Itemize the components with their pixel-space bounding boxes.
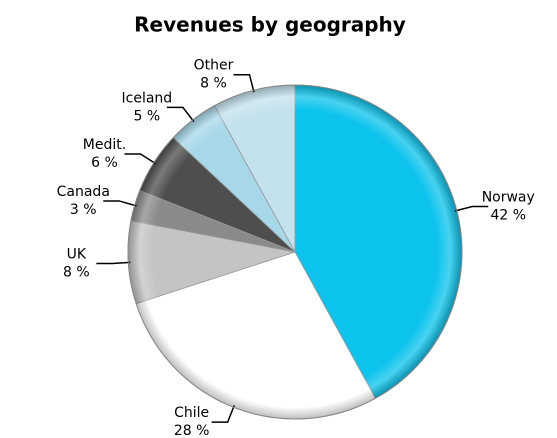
value-label: 8 % (63, 264, 90, 280)
value-label: 3 % (70, 202, 97, 218)
slice-label: Medit. (83, 137, 126, 153)
slice-label: Canada (57, 184, 110, 200)
chart-title: Revenues by geography (134, 13, 406, 37)
value-label: 8 % (200, 76, 227, 92)
slice-label: Other (194, 58, 234, 74)
slice-label: Iceland (122, 90, 173, 106)
pie-shading (127, 84, 463, 420)
slice-label: UK (67, 246, 87, 262)
slice-label: Chile (174, 405, 209, 421)
leader-line (124, 153, 157, 165)
leader-line (103, 200, 137, 207)
leader-line (166, 106, 195, 123)
leader-line (96, 261, 131, 265)
leader-line (211, 405, 235, 423)
leader-line (454, 205, 489, 212)
value-label: 6 % (91, 155, 118, 171)
value-label: 28 % (174, 423, 210, 438)
value-label: 5 % (134, 108, 161, 124)
value-label: 42 % (490, 207, 526, 223)
slice-label: Norway (482, 189, 535, 205)
leader-line (233, 73, 255, 93)
